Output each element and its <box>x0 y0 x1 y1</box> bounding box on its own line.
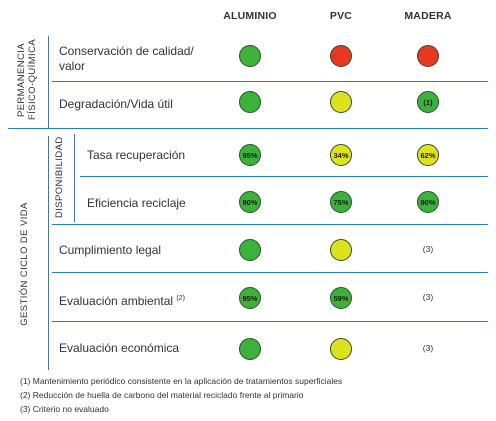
footnote-ref: (2) <box>176 295 185 302</box>
green-indicator-dot <box>239 45 261 67</box>
row-label-line1: Conservación de calidad/ <box>59 44 194 58</box>
not-evaluated-note: (3) <box>422 343 434 353</box>
group-divider-permanencia <box>48 36 49 128</box>
row-label-tasa-recuperacion: Tasa recuperación <box>87 148 186 162</box>
group-label-gestion: GESTIÓN CICLO DE VIDA <box>19 202 30 326</box>
yellow-indicator-dot <box>330 239 352 261</box>
footnote-3: (3) Criterio no evaluado <box>20 404 109 414</box>
yellow-indicator-dot <box>330 91 352 113</box>
group-divider-gestion <box>48 136 49 370</box>
row-divider <box>52 321 488 322</box>
group-divider-disponibilidad <box>74 134 75 222</box>
column-header-madera: MADERA <box>404 10 452 22</box>
row-divider <box>52 224 488 225</box>
row-divider <box>52 272 488 273</box>
row-label-line2: valor <box>59 59 86 73</box>
not-evaluated-note: (3) <box>422 244 434 254</box>
footnote-1: (1) Mantenimiento periódico consistente … <box>20 376 343 386</box>
row-label-text: Evaluación ambiental <box>59 294 174 308</box>
group-label-permanencia-line2: FÍSICO-QUÍMICA <box>27 38 38 120</box>
group-divider <box>8 128 488 129</box>
row-label-evaluacion-economica: Evaluación económica <box>59 341 180 355</box>
row-label-evaluacion-ambiental: Evaluación ambiental (2) <box>59 291 185 309</box>
red-indicator-dot <box>330 45 352 67</box>
column-header-pvc: PVC <box>329 10 353 22</box>
red-indicator-dot <box>417 45 439 67</box>
green-indicator-dot <box>239 91 261 113</box>
green-indicator-dot: 59% <box>330 287 352 309</box>
green-indicator-dot: 95% <box>239 144 261 166</box>
row-divider <box>80 176 488 177</box>
green-indicator-dot: 75% <box>330 191 352 213</box>
row-divider <box>52 81 488 82</box>
green-indicator-dot: (1) <box>417 91 439 113</box>
yellow-indicator-dot: 34% <box>330 144 352 166</box>
row-label-degradacion: Degradación/Vida útil <box>59 97 173 111</box>
yellow-indicator-dot <box>330 338 352 360</box>
yellow-indicator-dot: 62% <box>417 144 439 166</box>
not-evaluated-note: (3) <box>422 292 434 302</box>
row-label-cumplimiento-legal: Cumplimiento legal <box>59 243 162 257</box>
column-header-aluminio: ALUMINIO <box>223 10 277 22</box>
green-indicator-dot: 90% <box>239 191 261 213</box>
green-indicator-dot <box>239 239 261 261</box>
group-label-disponibilidad: DISPONIBILIDAD <box>54 136 65 218</box>
green-indicator-dot: 95% <box>239 287 261 309</box>
green-indicator-dot <box>239 338 261 360</box>
group-label-permanencia: PERMANENCIA FÍSICO-QUÍMICA <box>16 38 40 120</box>
green-indicator-dot: 90% <box>417 191 439 213</box>
group-label-permanencia-line1: PERMANENCIA <box>16 42 27 118</box>
row-label-conservacion: Conservación de calidad/ valor <box>59 44 194 74</box>
row-label-eficiencia-reciclaje: Eficiencia reciclaje <box>87 196 186 210</box>
footnote-2: (2) Reducción de huella de carbono del m… <box>20 390 304 400</box>
